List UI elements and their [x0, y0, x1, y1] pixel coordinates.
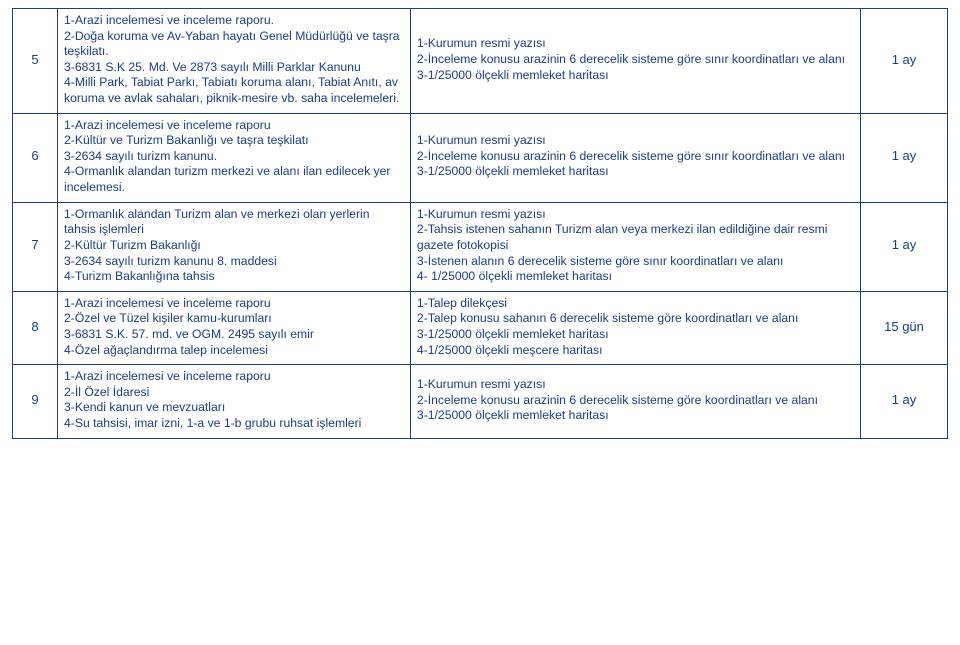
row-number: 8	[13, 291, 58, 364]
row-requirements: 1-Kurumun resmi yazısı2-İnceleme konusu …	[410, 113, 860, 202]
row-number: 9	[13, 365, 58, 438]
row-duration: 1 ay	[861, 113, 948, 202]
row-description: 1-Ormanlık alandan Turizm alan ve merkez…	[58, 202, 411, 291]
table-row: 91-Arazi incelemesi ve inceleme raporu2-…	[13, 365, 948, 438]
row-requirements: 1-Talep dilekçesi2-Talep konusu sahanın …	[410, 291, 860, 364]
row-requirements: 1-Kurumun resmi yazısı2-İnceleme konusu …	[410, 365, 860, 438]
row-description: 1-Arazi incelemesi ve inceleme raporu2-İ…	[58, 365, 411, 438]
row-number: 6	[13, 113, 58, 202]
row-description: 1-Arazi incelemesi ve inceleme raporu.2-…	[58, 9, 411, 114]
row-number: 5	[13, 9, 58, 114]
table-row: 81-Arazi incelemesi ve inceleme raporu2-…	[13, 291, 948, 364]
row-requirements: 1-Kurumun resmi yazısı2-Tahsis istenen s…	[410, 202, 860, 291]
data-table: 51-Arazi incelemesi ve inceleme raporu.2…	[12, 8, 948, 439]
table-row: 71-Ormanlık alandan Turizm alan ve merke…	[13, 202, 948, 291]
row-description: 1-Arazi incelemesi ve inceleme raporu2-Ö…	[58, 291, 411, 364]
row-description: 1-Arazi incelemesi ve inceleme raporu2-K…	[58, 113, 411, 202]
row-duration: 1 ay	[861, 365, 948, 438]
row-duration: 1 ay	[861, 202, 948, 291]
row-number: 7	[13, 202, 58, 291]
table-row: 61-Arazi incelemesi ve inceleme raporu2-…	[13, 113, 948, 202]
table-row: 51-Arazi incelemesi ve inceleme raporu.2…	[13, 9, 948, 114]
row-duration: 1 ay	[861, 9, 948, 114]
row-duration: 15 gün	[861, 291, 948, 364]
row-requirements: 1-Kurumun resmi yazısı2-İnceleme konusu …	[410, 9, 860, 114]
